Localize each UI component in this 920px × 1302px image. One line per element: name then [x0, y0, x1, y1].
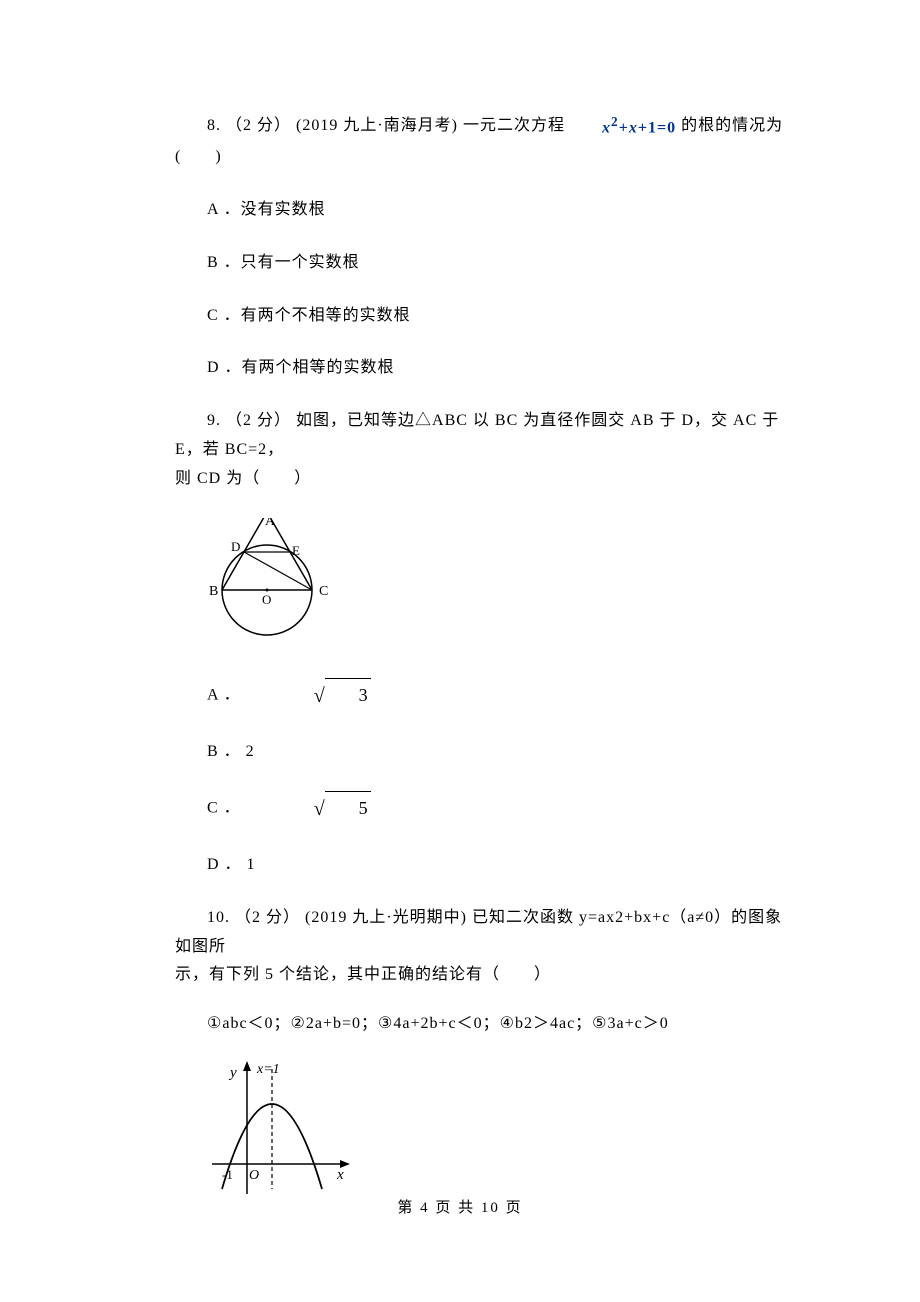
- label-a: A: [265, 518, 276, 529]
- q10-points: （2 分）: [235, 909, 300, 926]
- q8-source: (2019 九上·南海月考): [296, 117, 458, 134]
- q10-conclusions: ①abc＜0；②2a+b=0；③4a+2b+c＜0；④b2＞4ac；⑤3a+c＞…: [175, 1010, 785, 1039]
- q10-line2: 示，有下列 5 个结论，其中正确的结论有（ ）: [175, 961, 785, 990]
- q8-equation: x2+x+1=0: [570, 110, 676, 143]
- q9-option-d: D ． 1: [175, 851, 785, 880]
- label-y: y: [228, 1065, 237, 1081]
- q8-prefix: 一元二次方程: [463, 117, 565, 134]
- sqrt-5-val: 5: [325, 791, 371, 824]
- q9a-label: A ．: [207, 687, 241, 704]
- q9-option-c: C ． √5: [175, 791, 785, 827]
- label-b: B: [209, 584, 218, 599]
- label-d: D: [231, 539, 240, 554]
- label-neg1: -1: [222, 1167, 233, 1182]
- sqrt-3-val: 3: [325, 678, 371, 711]
- q8-option-d: D ．有两个相等的实数根: [175, 354, 785, 383]
- q9-points: （2 分）: [226, 412, 291, 429]
- sqrt-3: √3: [250, 678, 371, 714]
- q8-option-a: A ．没有实数根: [175, 196, 785, 225]
- sqrt-5: √5: [250, 791, 371, 827]
- q8-points: （2 分）: [226, 117, 291, 134]
- label-o: O: [262, 592, 271, 607]
- circle-triangle-svg: A B C D E O: [207, 518, 337, 648]
- q8-option-c: C ．有两个不相等的实数根: [175, 302, 785, 331]
- eq-x2: x: [629, 119, 638, 136]
- parabola-svg: y x O -1 x=1: [207, 1059, 357, 1199]
- label-e: E: [292, 543, 300, 558]
- label-x: x: [336, 1167, 344, 1183]
- question-9: 9. （2 分） 如图，已知等边△ABC 以 BC 为直径作圆交 AB 于 D，…: [175, 407, 785, 493]
- question-8: 8. （2 分） (2019 九上·南海月考) 一元二次方程 x2+x+1=0 …: [175, 110, 785, 172]
- label-o: O: [249, 1168, 259, 1183]
- question-10: 10. （2 分） (2019 九上·光明期中) 已知二次函数 y=ax2+bx…: [175, 904, 785, 990]
- page-footer: 第 4 页 共 10 页: [0, 1195, 920, 1222]
- eq-sup: 2: [611, 114, 619, 129]
- eq-plus2: +1=0: [638, 119, 676, 136]
- q8-option-b: B ．只有一个实数根: [175, 249, 785, 278]
- label-c: C: [319, 584, 328, 599]
- q10-number: 10.: [207, 909, 230, 926]
- q9-option-a: A ． √3: [175, 678, 785, 714]
- q9-line2: 则 CD 为（ ）: [175, 465, 785, 494]
- q9-diagram: A B C D E O: [207, 518, 785, 659]
- eq-x: x: [602, 119, 611, 136]
- q9c-label: C ．: [207, 800, 241, 817]
- q8-number: 8.: [207, 117, 221, 134]
- q10-source: (2019 九上·光明期中): [305, 909, 467, 926]
- eq-plus1: +: [619, 119, 629, 136]
- q10-diagram: y x O -1 x=1: [207, 1059, 785, 1210]
- q9-number: 9.: [207, 412, 221, 429]
- label-x1: x=1: [256, 1062, 280, 1077]
- q9-option-b: B ． 2: [175, 738, 785, 767]
